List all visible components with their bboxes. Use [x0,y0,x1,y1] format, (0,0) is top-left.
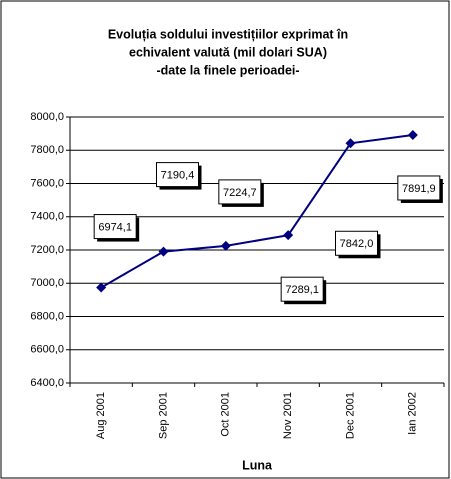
x-tick-label: Ian 2002 [407,392,419,435]
data-point [220,240,231,251]
data-label-box [93,214,137,240]
y-tick-label: 7000,0 [30,277,64,289]
x-tick-label: Nov 2001 [282,392,294,439]
data-label: 7891,9 [402,183,436,195]
x-tick-label: Oct 2001 [220,392,232,437]
data-label-box [280,276,324,302]
chart-title: echivalent valută (mil dolari SUA) [129,45,327,59]
x-tick-label: Dec 2001 [344,392,356,439]
data-label: 7224,7 [223,187,257,199]
y-tick-label: 6800,0 [30,310,64,322]
y-tick-label: 6600,0 [30,344,64,356]
data-label: 6974,1 [98,221,132,233]
y-tick-label: 7400,0 [30,211,64,223]
x-tick-label: Sep 2001 [157,392,169,439]
data-point [283,230,294,241]
data-label-box [156,162,199,188]
data-label-box [397,175,441,201]
x-axis-label: Luna [242,458,273,472]
data-point [345,138,356,149]
y-tick-label: 7800,0 [30,144,64,156]
data-label-box [218,179,262,205]
y-tick-label: 7200,0 [30,244,64,256]
data-point [158,246,169,257]
chart-title: Evoluția soldului investițiilor exprimat… [108,27,348,41]
x-tick-label: Aug 2001 [95,392,107,439]
y-tick-label: 7600,0 [30,177,64,189]
data-label: 7842,0 [340,238,374,250]
data-label-box [335,230,378,256]
data-point [407,129,418,140]
y-tick-label: 6400,0 [30,377,64,389]
chart-title: -date la finele perioadei- [156,63,299,77]
data-label: 7190,4 [161,170,195,182]
series-line [100,133,413,289]
data-label: 7289,1 [285,284,319,296]
y-tick-label: 8000,0 [30,111,64,123]
data-point [96,282,107,293]
